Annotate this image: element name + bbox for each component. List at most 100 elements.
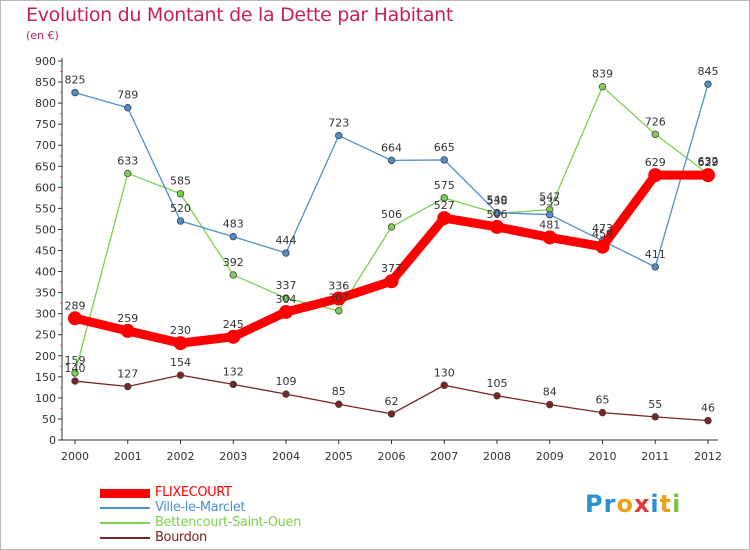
data-label: 575 — [434, 179, 455, 192]
data-point — [124, 169, 132, 178]
data-point — [68, 311, 82, 326]
data-point — [335, 131, 343, 140]
y-tick-label: 350 — [35, 287, 56, 300]
logo-letter: i — [672, 490, 682, 518]
legend-swatch — [100, 507, 150, 509]
data-point — [598, 82, 607, 91]
y-tick-label: 400 — [35, 266, 56, 279]
data-point — [335, 400, 343, 408]
data-point — [176, 189, 185, 198]
data-point — [331, 291, 346, 306]
data-point — [701, 168, 715, 183]
proxiti-logo: Proxiti — [585, 490, 681, 518]
data-label: 140 — [65, 362, 86, 375]
data-label: 629 — [645, 156, 666, 169]
logo-letter: r — [603, 490, 617, 518]
logo-letter: t — [659, 490, 673, 518]
data-label: 483 — [223, 218, 244, 231]
data-label: 481 — [539, 218, 560, 231]
data-label: 723 — [328, 117, 349, 130]
legend-swatch — [100, 488, 150, 498]
data-point — [229, 271, 237, 279]
data-label: 789 — [117, 89, 138, 102]
data-point — [282, 390, 290, 398]
data-label: 336 — [328, 280, 349, 293]
y-tick-label: 900 — [35, 55, 56, 68]
data-point — [124, 104, 132, 112]
data-point — [71, 369, 79, 377]
data-label: 127 — [117, 368, 138, 381]
y-tick-label: 550 — [35, 202, 56, 215]
data-label: 159 — [65, 354, 86, 367]
data-point — [176, 217, 185, 225]
data-point — [120, 323, 135, 338]
data-label: 132 — [223, 365, 244, 378]
data-point — [651, 413, 659, 421]
data-label: 377 — [381, 262, 402, 275]
data-label: 289 — [65, 299, 86, 312]
data-point — [387, 223, 396, 231]
data-label: 664 — [381, 141, 402, 154]
data-point — [598, 408, 607, 417]
series-layer — [68, 80, 715, 425]
data-point — [387, 156, 396, 165]
y-tick-label: 700 — [35, 139, 56, 152]
data-label: 845 — [698, 65, 719, 78]
data-label: 527 — [434, 199, 455, 212]
x-tick-label: 2000 — [61, 450, 89, 463]
x-tick-label: 2005 — [325, 450, 353, 463]
data-point — [648, 168, 663, 183]
data-point — [71, 377, 79, 385]
x-tick-label: 2012 — [694, 450, 722, 463]
y-tick-label: 100 — [35, 392, 56, 405]
data-label: 392 — [223, 256, 244, 269]
logo-letter: x — [633, 490, 651, 518]
data-point — [387, 410, 396, 418]
data-label: 337 — [276, 279, 297, 292]
data-point — [595, 239, 610, 254]
data-label: 665 — [434, 141, 455, 154]
data-point — [651, 263, 659, 271]
data-point — [546, 211, 554, 219]
x-tick-label: 2008 — [483, 450, 511, 463]
data-label: 585 — [170, 175, 191, 188]
chart-subtitle: (en €) — [26, 29, 59, 42]
x-tick-label: 2001 — [114, 450, 142, 463]
legend-label: Ville-le-Marclet — [155, 500, 246, 515]
data-label: 632 — [698, 155, 719, 168]
legend-swatch — [100, 537, 150, 539]
y-tick-label: 450 — [35, 245, 56, 258]
series-line-flixecourt — [70, 170, 713, 348]
x-tick-label: 2009 — [536, 450, 564, 463]
y-tick-label: 0 — [49, 434, 56, 447]
legend-label: Bettencourt-Saint-Ouen — [155, 515, 301, 530]
y-tick-label: 200 — [35, 350, 56, 363]
data-point — [124, 382, 132, 391]
logo-letter: o — [616, 490, 634, 518]
data-point — [440, 156, 448, 164]
data-label: 535 — [539, 196, 560, 209]
data-point — [440, 381, 448, 389]
logo-letter: P — [585, 490, 604, 518]
data-label: 547 — [539, 191, 560, 204]
data-label: 105 — [487, 377, 508, 390]
x-tick-label: 2010 — [589, 450, 617, 463]
data-label: 459 — [592, 228, 613, 241]
data-label: 473 — [592, 222, 613, 235]
x-tick-label: 2003 — [219, 450, 247, 463]
data-point — [437, 211, 452, 226]
y-tick-label: 150 — [35, 371, 56, 384]
data-point — [542, 230, 557, 245]
data-point — [282, 249, 290, 257]
data-label: 726 — [645, 115, 666, 128]
x-tick-label: 2002 — [167, 450, 195, 463]
y-tick-label: 650 — [35, 160, 56, 173]
data-label: 506 — [487, 208, 508, 221]
y-tick-label: 50 — [42, 413, 56, 426]
logo-letter: i — [650, 490, 660, 518]
data-point — [493, 208, 501, 217]
data-point — [704, 80, 712, 88]
data-label: 411 — [645, 248, 666, 261]
